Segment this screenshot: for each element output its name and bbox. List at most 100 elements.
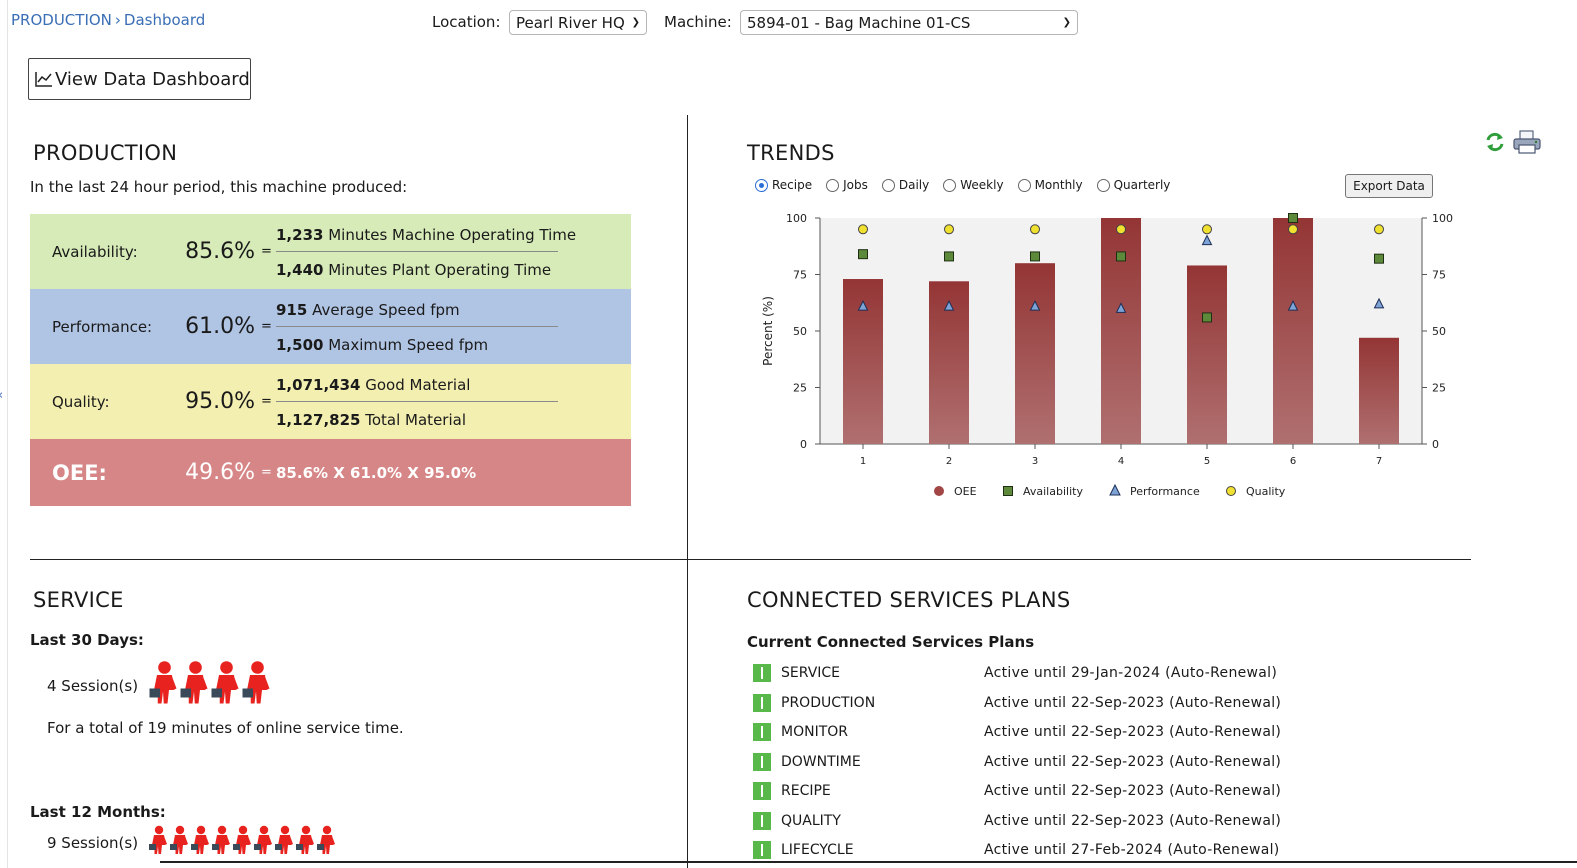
trend-radio-monthly[interactable]: Monthly: [1017, 178, 1083, 192]
trend-radio-quarterly[interactable]: Quarterly: [1096, 178, 1171, 192]
last-12-months-label: Last 12 Months:: [30, 803, 166, 821]
plan-active-icon: [753, 693, 771, 712]
breadcrumb-dashboard-link[interactable]: Dashboard: [123, 11, 206, 29]
radio-label: Monthly: [1034, 178, 1083, 192]
trend-radio-daily[interactable]: Daily: [881, 178, 929, 192]
radio-circle[interactable]: [943, 178, 957, 192]
trend-period-radio-group: Recipe Jobs Daily Weekly Monthly Quarterly: [755, 178, 1170, 192]
availability-row: Availability: 85.6% = 1,233 Minutes Mach…: [30, 214, 631, 289]
quality-point: [1030, 224, 1040, 235]
oee-bar: [1359, 337, 1399, 444]
fraction-line: [276, 401, 558, 402]
x-tick-label: 6: [1290, 456, 1296, 467]
plan-row: SERVICE Active until 29-Jan-2024 (Auto-Re…: [753, 663, 1277, 683]
radio-circle[interactable]: [755, 178, 768, 192]
availability-value: 85.6%: [185, 239, 255, 264]
radio-circle[interactable]: [1017, 178, 1031, 192]
service-technician-icon: [242, 661, 270, 704]
chevron-down-icon: ❯: [1062, 17, 1071, 28]
availability-point: [944, 251, 954, 262]
quality-numerator-text: Good Material: [365, 376, 471, 394]
performance-numerator: 915 Average Speed fpm: [276, 301, 460, 319]
legend-label: Performance: [1130, 485, 1200, 498]
plan-active-icon: [753, 841, 771, 859]
trend-radio-jobs[interactable]: Jobs: [826, 178, 868, 192]
availability-numerator: 1,233 Minutes Machine Operating Time: [276, 226, 576, 244]
plan-name: PRODUCTION: [781, 694, 876, 711]
oee-bar: [1015, 263, 1055, 444]
quality-point: [1116, 224, 1126, 235]
plan-status: Active until 27-Feb-2024 (Auto-Renewal): [984, 842, 1280, 858]
performance-point: [1029, 300, 1041, 311]
equals-sign: =: [261, 465, 272, 480]
x-tick-label: 4: [1118, 456, 1124, 467]
plan-row: PRODUCTION Active until 22-Sep-2023 (Auto…: [753, 693, 1281, 713]
availability-numerator-text: Minutes Machine Operating Time: [328, 226, 577, 244]
service-technician-icon: [211, 661, 239, 704]
export-data-button[interactable]: Export Data: [1345, 174, 1433, 198]
production-title: PRODUCTION: [33, 141, 178, 165]
availability-point: [858, 249, 868, 260]
quality-point: [1374, 224, 1384, 235]
performance-point: [1373, 297, 1385, 309]
fraction-line: [276, 326, 558, 327]
availability-denominator-value: 1,440: [276, 261, 324, 279]
plan-name: MONITOR: [781, 724, 848, 740]
service-technician-icon: [149, 825, 167, 854]
performance-row: Performance: 61.0% = 915 Average Speed f…: [30, 289, 631, 364]
x-tick-label: 2: [946, 456, 952, 467]
machine-select-value: 5894-01 - Bag Machine 01-CS: [747, 13, 971, 32]
refresh-icon[interactable]: [1484, 131, 1506, 153]
radio-circle[interactable]: [881, 178, 895, 192]
legend-oee-marker: [934, 486, 944, 496]
trend-radio-recipe[interactable]: Recipe: [755, 178, 812, 192]
breadcrumb-production-link[interactable]: PRODUCTION: [11, 11, 112, 29]
radio-label: Quarterly: [1113, 178, 1171, 192]
production-intro: In the last 24 hour period, this machine…: [30, 178, 408, 196]
plan-status: Active until 22-Sep-2023 (Auto-Renewal): [984, 783, 1282, 799]
plan-status: Active until 22-Sep-2023 (Auto-Renewal): [984, 753, 1282, 770]
breadcrumb: PRODUCTION › Dashboard: [11, 11, 205, 29]
performance-point: [1201, 234, 1213, 246]
service-technician-icon: [275, 825, 293, 854]
radio-circle[interactable]: [826, 178, 840, 192]
availability-point: [1202, 312, 1212, 323]
left-border: [7, 0, 8, 868]
oee-row: OEE: 49.6% = 85.6% X 61.0% X 95.0%: [30, 439, 631, 506]
view-data-dashboard-button[interactable]: View Data Dashboard: [28, 58, 251, 100]
performance-denominator: 1,500 Maximum Speed fpm: [276, 336, 488, 354]
collapse-caret-icon[interactable]: ‹: [0, 388, 3, 403]
location-select[interactable]: Pearl River HQ ❯: [509, 10, 647, 35]
location-label: Location:: [432, 13, 501, 31]
plan-status: Active until 22-Sep-2023 (Auto-Renewal): [984, 812, 1282, 829]
view-data-dashboard-label: View Data Dashboard: [55, 68, 250, 90]
plans-subtitle: Current Connected Services Plans: [747, 633, 1035, 651]
radio-circle[interactable]: [1096, 178, 1110, 192]
plan-status: Active until 22-Sep-2023 (Auto-Renewal): [984, 724, 1282, 740]
legend-quality-marker: [1226, 486, 1236, 496]
service-technician-icon: [233, 825, 251, 854]
x-tick-label: 3: [1032, 456, 1038, 467]
machine-select[interactable]: 5894-01 - Bag Machine 01-CS ❯: [740, 10, 1078, 35]
plan-status: Active until 29-Jan-2024 (Auto-Renewal): [984, 665, 1278, 681]
trend-actions: [1484, 129, 1542, 155]
performance-point: [857, 300, 869, 311]
plan-status: Active until 22-Sep-2023 (Auto-Renewal): [984, 694, 1282, 711]
radio-label: Jobs: [843, 178, 868, 192]
quality-denominator-text: Total Material: [365, 411, 466, 429]
chevron-down-icon: ❯: [631, 17, 640, 28]
x-tick-label: 5: [1204, 456, 1210, 467]
machine-label: Machine:: [664, 13, 732, 31]
availability-label: Availability:: [52, 242, 138, 261]
chevron-right-icon: ›: [114, 11, 121, 29]
service-title: SERVICE: [33, 588, 124, 612]
session-people-12: [148, 825, 336, 855]
trend-radio-weekly[interactable]: Weekly: [943, 178, 1004, 192]
quality-denominator-value: 1,127,825: [276, 411, 361, 429]
performance-value: 61.0%: [185, 314, 255, 339]
quality-numerator: 1,071,434 Good Material: [276, 376, 470, 394]
y-tick-label: 100: [786, 212, 807, 225]
availability-point: [1374, 253, 1384, 264]
fraction-line: [276, 251, 558, 252]
printer-icon[interactable]: [1512, 129, 1542, 155]
